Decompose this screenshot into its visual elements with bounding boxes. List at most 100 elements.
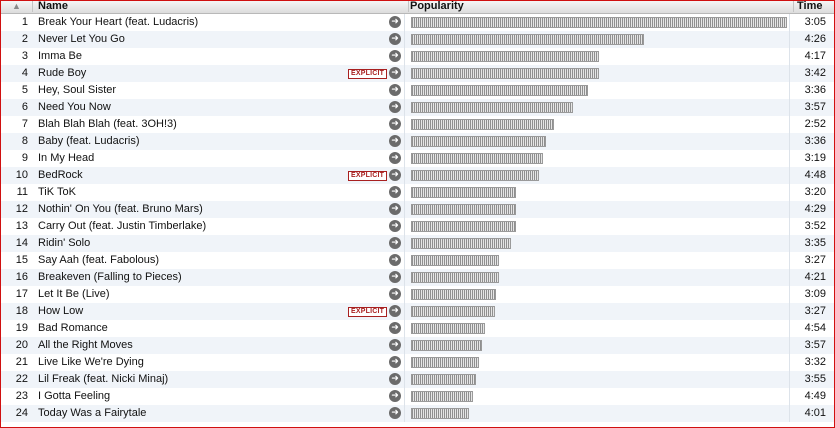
track-name[interactable]: Carry Out (feat. Justin Timberlake) — [38, 220, 207, 232]
arrow-right-circle-icon[interactable]: ➜ — [389, 50, 401, 62]
track-name[interactable]: Imma Be — [38, 50, 83, 62]
track-name[interactable]: Nothin' On You (feat. Bruno Mars) — [38, 203, 203, 215]
track-row[interactable]: 14 Ridin' Solo ➜ 3:35 — [1, 235, 834, 252]
arrow-right-circle-icon[interactable]: ➜ — [389, 101, 401, 113]
track-row[interactable]: 4 Rude Boy EXPLICIT ➜ 3:42 — [1, 65, 834, 82]
track-row[interactable]: 23 I Gotta Feeling ➜ 4:49 — [1, 388, 834, 405]
track-number: 6 — [21, 101, 28, 113]
arrow-right-circle-icon[interactable]: ➜ — [389, 390, 401, 402]
track-row[interactable]: 8 Baby (feat. Ludacris) ➜ 3:36 — [1, 133, 834, 150]
arrow-right-circle-icon[interactable]: ➜ — [389, 288, 401, 300]
name-column-header[interactable]: Name — [33, 1, 409, 12]
track-name[interactable]: Need You Now — [38, 101, 111, 113]
column-divider — [789, 201, 790, 218]
track-number: 16 — [15, 271, 28, 283]
arrow-right-circle-icon[interactable]: ➜ — [389, 67, 401, 79]
track-name[interactable]: Breakeven (Falling to Pieces) — [38, 271, 182, 283]
track-name[interactable]: How Low — [38, 305, 84, 317]
column-divider — [404, 82, 405, 99]
track-name[interactable]: Ridin' Solo — [38, 237, 91, 249]
arrow-right-circle-icon[interactable]: ➜ — [389, 305, 401, 317]
arrow-right-circle-icon[interactable]: ➜ — [389, 84, 401, 96]
time-column-header[interactable]: Time — [797, 0, 823, 12]
track-row[interactable]: 13 Carry Out (feat. Justin Timberlake) ➜ 3:… — [1, 218, 834, 235]
arrow-right-circle-icon[interactable]: ➜ — [389, 33, 401, 45]
arrow-right-circle-icon[interactable]: ➜ — [389, 254, 401, 266]
track-row[interactable]: 18 How Low EXPLICIT ➜ 3:27 — [1, 303, 834, 320]
track-row[interactable]: 24 Today Was a Fairytale ➜ 4:01 — [1, 405, 834, 422]
popularity-bar — [411, 17, 787, 28]
sort-indicator[interactable]: ▲ — [1, 1, 33, 12]
track-name[interactable]: BedRock — [38, 169, 83, 181]
arrow-right-circle-icon[interactable]: ➜ — [389, 220, 401, 232]
track-row[interactable]: 5 Hey, Soul Sister ➜ 3:36 — [1, 82, 834, 99]
track-row[interactable]: 20 All the Right Moves ➜ 3:57 — [1, 337, 834, 354]
arrow-right-circle-icon[interactable]: ➜ — [389, 237, 401, 249]
column-divider — [789, 184, 790, 201]
track-name[interactable]: Live Like We're Dying — [38, 356, 144, 368]
column-divider — [789, 133, 790, 150]
track-name[interactable]: In My Head — [38, 152, 95, 164]
arrow-right-circle-icon[interactable]: ➜ — [389, 135, 401, 147]
popularity-column-header[interactable]: Popularity — [405, 1, 794, 12]
track-number: 8 — [21, 135, 28, 147]
track-name[interactable]: TiK ToK — [38, 186, 76, 198]
track-row[interactable]: 1 Break Your Heart (feat. Ludacris) ➜ 3:05 — [1, 14, 834, 31]
track-name[interactable]: Lil Freak (feat. Nicki Minaj) — [38, 373, 169, 385]
track-duration: 3:27 — [804, 254, 826, 266]
track-name[interactable]: Blah Blah Blah (feat. 3OH!3) — [38, 118, 177, 130]
track-row[interactable]: 11 TiK ToK ➜ 3:20 — [1, 184, 834, 201]
arrow-right-circle-icon[interactable]: ➜ — [389, 322, 401, 334]
track-row[interactable]: 10 BedRock EXPLICIT ➜ 4:48 — [1, 167, 834, 184]
arrow-right-circle-icon[interactable]: ➜ — [389, 16, 401, 28]
track-name[interactable]: Hey, Soul Sister — [38, 84, 117, 96]
column-divider — [789, 286, 790, 303]
track-duration: 3:57 — [804, 101, 826, 113]
arrow-right-circle-icon[interactable]: ➜ — [389, 407, 401, 419]
track-duration: 4:29 — [804, 203, 826, 215]
track-row[interactable]: 22 Lil Freak (feat. Nicki Minaj) ➜ 3:55 — [1, 371, 834, 388]
column-divider — [789, 14, 790, 31]
arrow-right-circle-icon[interactable]: ➜ — [389, 373, 401, 385]
track-name[interactable]: All the Right Moves — [38, 339, 133, 351]
track-row[interactable]: 15 Say Aah (feat. Fabolous) ➜ 3:27 — [1, 252, 834, 269]
arrow-right-circle-icon[interactable]: ➜ — [389, 271, 401, 283]
arrow-right-circle-icon[interactable]: ➜ — [389, 186, 401, 198]
popularity-bar — [411, 51, 599, 62]
track-row[interactable]: 9 In My Head ➜ 3:19 — [1, 150, 834, 167]
track-number: 5 — [21, 84, 28, 96]
track-row[interactable]: 17 Let It Be (Live) ➜ 3:09 — [1, 286, 834, 303]
arrow-right-circle-icon[interactable]: ➜ — [389, 339, 401, 351]
track-number: 9 — [21, 152, 28, 164]
track-name[interactable]: Rude Boy — [38, 67, 87, 79]
explicit-badge: EXPLICIT — [348, 69, 388, 79]
popularity-bar — [411, 187, 516, 198]
track-row[interactable]: 12 Nothin' On You (feat. Bruno Mars) ➜ 4:29 — [1, 201, 834, 218]
track-number: 19 — [15, 322, 28, 334]
track-number: 24 — [15, 407, 28, 419]
track-name[interactable]: I Gotta Feeling — [38, 390, 111, 402]
track-name[interactable]: Let It Be (Live) — [38, 288, 110, 300]
track-row[interactable]: 6 Need You Now ➜ 3:57 — [1, 99, 834, 116]
track-row[interactable]: 7 Blah Blah Blah (feat. 3OH!3) ➜ 2:52 — [1, 116, 834, 133]
track-name[interactable]: Say Aah (feat. Fabolous) — [38, 254, 160, 266]
track-name[interactable]: Baby (feat. Ludacris) — [38, 135, 140, 147]
arrow-right-circle-icon[interactable]: ➜ — [389, 356, 401, 368]
track-name[interactable]: Bad Romance — [38, 322, 108, 334]
arrow-right-circle-icon[interactable]: ➜ — [389, 169, 401, 181]
track-row[interactable]: 3 Imma Be ➜ 4:17 — [1, 48, 834, 65]
arrow-right-circle-icon[interactable]: ➜ — [389, 152, 401, 164]
popularity-bar — [411, 170, 539, 181]
arrow-right-circle-icon[interactable]: ➜ — [389, 118, 401, 130]
track-name[interactable]: Today Was a Fairytale — [38, 407, 147, 419]
arrow-right-circle-icon[interactable]: ➜ — [389, 203, 401, 215]
track-name[interactable]: Never Let You Go — [38, 33, 125, 45]
column-divider — [789, 371, 790, 388]
track-row[interactable]: 19 Bad Romance ➜ 4:54 — [1, 320, 834, 337]
track-duration: 3:09 — [804, 288, 826, 300]
track-duration: 3:42 — [804, 67, 826, 79]
track-row[interactable]: 2 Never Let You Go ➜ 4:26 — [1, 31, 834, 48]
track-name[interactable]: Break Your Heart (feat. Ludacris) — [38, 16, 199, 28]
track-row[interactable]: 16 Breakeven (Falling to Pieces) ➜ 4:21 — [1, 269, 834, 286]
track-row[interactable]: 21 Live Like We're Dying ➜ 3:32 — [1, 354, 834, 371]
